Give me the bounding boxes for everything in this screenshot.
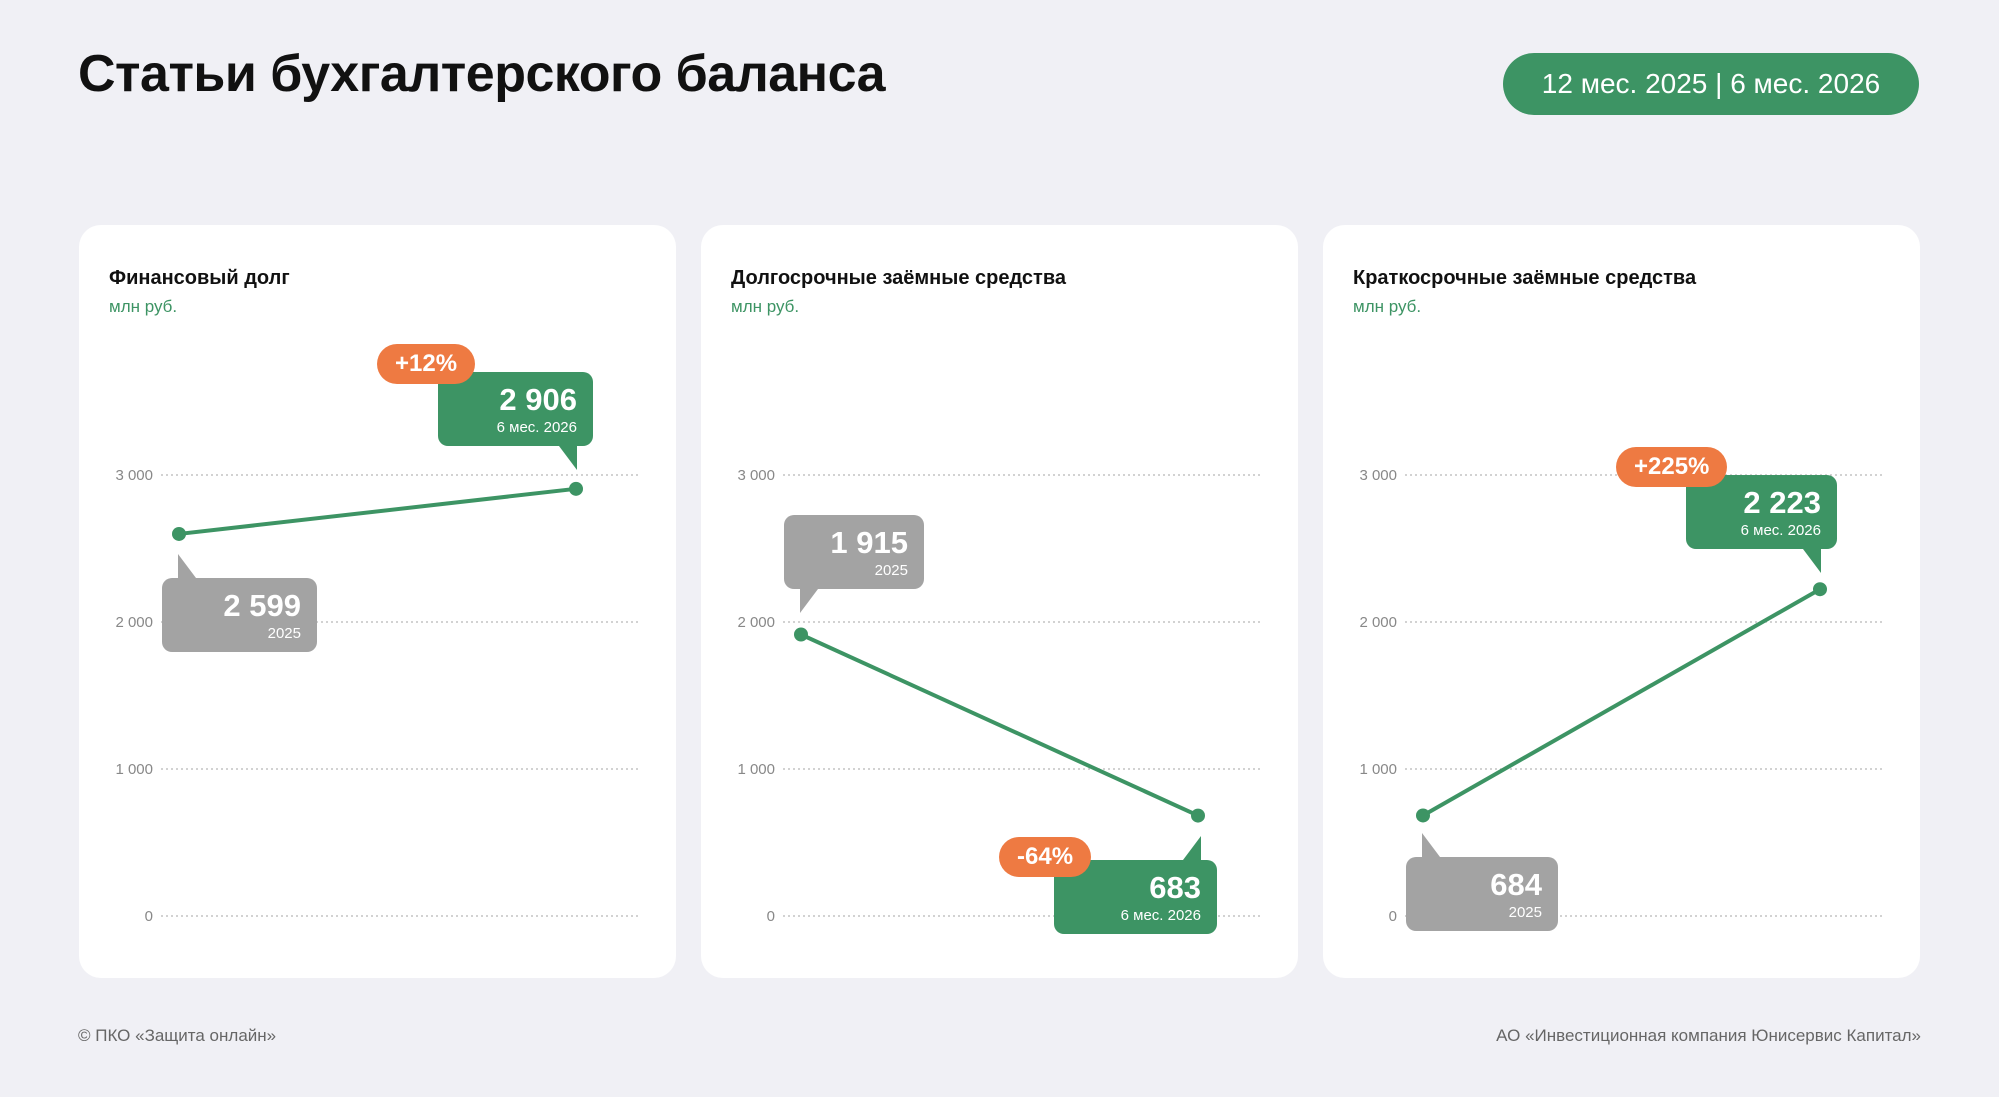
y-tick-label: 0 bbox=[145, 908, 153, 925]
data-label-value: 2 223 bbox=[1743, 484, 1821, 520]
value-bubble-2025: 2 599 2025 bbox=[162, 554, 317, 652]
chart-card-short-term-borrowings: Краткосрочные заёмные средства млн руб. … bbox=[1323, 225, 1920, 978]
data-point bbox=[794, 627, 808, 642]
data-label-period: 2025 bbox=[1508, 903, 1542, 921]
value-bubble-2025: 1 915 2025 bbox=[784, 515, 924, 613]
line-chart: 0 1 000 2 000 3 000 bbox=[737, 467, 1261, 925]
data-label-value: 2 906 bbox=[499, 381, 577, 417]
y-tick-label: 2 000 bbox=[737, 614, 775, 631]
chart-card-long-term-borrowings: Долгосрочные заёмные средства млн руб. 0… bbox=[701, 225, 1298, 978]
chart-unit: млн руб. bbox=[109, 297, 178, 316]
y-tick-label: 3 000 bbox=[737, 467, 775, 484]
y-tick-label: 1 000 bbox=[1359, 761, 1397, 778]
y-tick-label: 2 000 bbox=[115, 614, 153, 631]
series-line bbox=[1422, 587, 1821, 818]
data-label-period: 6 мес. 2026 bbox=[1740, 521, 1821, 539]
data-label-value: 684 bbox=[1490, 866, 1542, 902]
data-label-period: 6 мес. 2026 bbox=[1120, 906, 1201, 924]
chart-title: Финансовый долг bbox=[109, 267, 290, 289]
y-tick-label: 0 bbox=[1389, 908, 1397, 925]
y-tick-label: 3 000 bbox=[115, 467, 153, 484]
value-bubble-2026: 2 223 6 мес. 2026 bbox=[1686, 475, 1837, 573]
chart-unit: млн руб. bbox=[731, 297, 800, 316]
data-label-value: 2 599 bbox=[223, 587, 301, 623]
chart-card-financial-debt: Финансовый долг млн руб. 0 1 000 2 000 3 00… bbox=[79, 225, 676, 978]
chart-title: Краткосрочные заёмные средства bbox=[1353, 267, 1697, 289]
y-tick-label: 3 000 bbox=[1359, 467, 1397, 484]
data-label-period: 2025 bbox=[874, 561, 908, 579]
line-chart: 0 1 000 2 000 3 000 bbox=[115, 467, 639, 925]
y-tick-label: 1 000 bbox=[737, 761, 775, 778]
series-line bbox=[178, 486, 577, 536]
data-label-period: 2025 bbox=[267, 624, 301, 642]
y-tick-label: 2 000 bbox=[1359, 614, 1397, 631]
period-badge: 12 мес. 2025 | 6 мес. 2026 bbox=[1503, 53, 1919, 115]
y-tick-label: 0 bbox=[767, 908, 775, 925]
y-tick-label: 1 000 bbox=[115, 761, 153, 778]
chart-title: Долгосрочные заёмные средства bbox=[731, 267, 1066, 289]
footer-company: АО «Инвестиционная компания Юнисервис Ка… bbox=[1496, 1026, 1921, 1045]
change-badge: +12% bbox=[377, 344, 476, 384]
line-chart: 0 1 000 2 000 3 000 bbox=[1359, 467, 1883, 925]
data-label-value: 1 915 bbox=[830, 524, 908, 560]
data-point bbox=[1416, 808, 1430, 823]
data-label-period: 6 мес. 2026 bbox=[496, 418, 577, 436]
series-line bbox=[800, 632, 1199, 818]
chart-unit: млн руб. bbox=[1353, 297, 1422, 316]
change-badge: -64% bbox=[999, 837, 1092, 877]
change-badge: +225% bbox=[1616, 447, 1728, 487]
data-label-value: 683 bbox=[1149, 869, 1201, 905]
data-point bbox=[1813, 582, 1827, 597]
value-bubble-2026: 2 906 6 мес. 2026 bbox=[438, 372, 593, 470]
data-point bbox=[569, 481, 583, 496]
data-point bbox=[172, 526, 186, 541]
data-point bbox=[1191, 808, 1205, 823]
footer-copyright: © ПКО «Защита онлайн» bbox=[78, 1026, 277, 1045]
page-title: Статьи бухгалтерского баланса bbox=[78, 45, 886, 103]
value-bubble-2025: 684 2025 bbox=[1406, 833, 1558, 931]
